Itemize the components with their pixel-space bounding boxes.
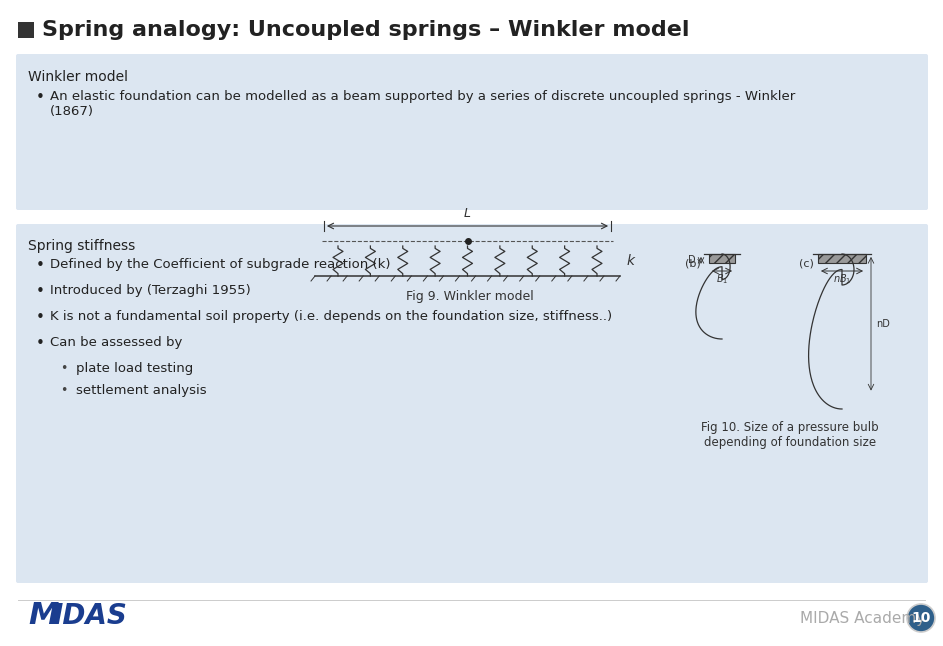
Text: M: M (28, 601, 58, 630)
Text: settlement analysis: settlement analysis (76, 384, 207, 397)
Text: $B_1$: $B_1$ (716, 272, 728, 286)
Text: Spring stiffness: Spring stiffness (28, 239, 135, 253)
Text: plate load testing: plate load testing (76, 362, 193, 375)
Text: •: • (36, 258, 45, 273)
Text: Fig 9. Winkler model: Fig 9. Winkler model (406, 290, 534, 303)
FancyBboxPatch shape (16, 224, 928, 583)
Text: •: • (36, 284, 45, 299)
Text: Defined by the Coefficient of subgrade reaction (k): Defined by the Coefficient of subgrade r… (50, 258, 390, 271)
Text: •: • (60, 362, 67, 375)
Text: MIDAS Academy: MIDAS Academy (800, 610, 925, 625)
Text: Winkler model: Winkler model (28, 70, 128, 84)
FancyBboxPatch shape (320, 236, 615, 246)
Text: •: • (36, 90, 45, 105)
Bar (818, 254, 866, 263)
Text: An elastic foundation can be modelled as a beam supported by a series of discret: An elastic foundation can be modelled as… (50, 90, 795, 118)
Text: 10: 10 (911, 611, 931, 625)
Text: IDAS: IDAS (52, 602, 127, 630)
Text: •: • (60, 384, 67, 397)
Text: Spring analogy: Uncoupled springs – Winkler model: Spring analogy: Uncoupled springs – Wink… (42, 20, 689, 40)
FancyBboxPatch shape (18, 22, 34, 38)
FancyBboxPatch shape (16, 54, 928, 210)
Text: (b): (b) (686, 258, 701, 268)
Text: K is not a fundamental soil property (i.e. depends on the foundation size, stiff: K is not a fundamental soil property (i.… (50, 310, 612, 323)
Text: nD: nD (876, 318, 890, 329)
Text: k: k (627, 254, 635, 268)
Text: •: • (36, 336, 45, 351)
Text: L: L (464, 207, 471, 220)
Text: Introduced by (Terzaghi 1955): Introduced by (Terzaghi 1955) (50, 284, 251, 297)
Text: (c): (c) (799, 258, 814, 268)
Text: Fig 10. Size of a pressure bulb
depending of foundation size: Fig 10. Size of a pressure bulb dependin… (702, 421, 879, 449)
Circle shape (907, 604, 935, 632)
Text: Can be assessed by: Can be assessed by (50, 336, 182, 349)
Text: D: D (688, 255, 696, 266)
Bar (709, 254, 735, 263)
Text: •: • (36, 310, 45, 325)
Text: $nB_1$: $nB_1$ (833, 272, 852, 286)
